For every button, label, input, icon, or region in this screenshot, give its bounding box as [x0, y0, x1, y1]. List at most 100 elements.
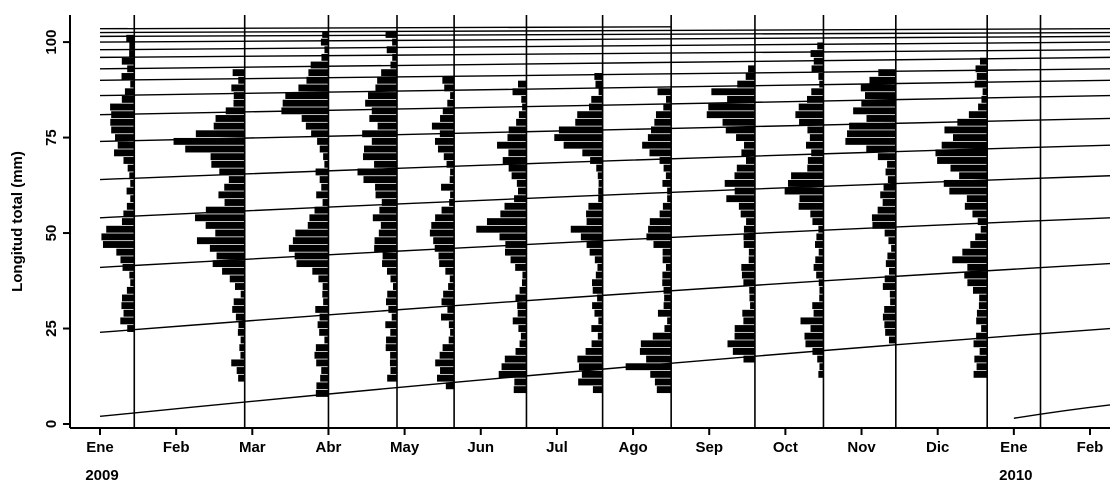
histogram-bar — [640, 340, 672, 348]
histogram-bar — [745, 73, 755, 80]
histogram-bar — [229, 275, 245, 283]
x-tick-label: Dic — [926, 439, 949, 456]
histogram-bar — [706, 111, 755, 119]
histogram-bar — [819, 286, 824, 294]
histogram-bar — [375, 84, 397, 92]
histogram-bar — [439, 260, 455, 268]
histogram-bar — [887, 160, 896, 168]
histogram-bar — [722, 118, 755, 126]
histogram-bar — [864, 92, 896, 99]
x-tick-label: Abr — [316, 439, 342, 456]
histogram-bar — [501, 363, 527, 371]
histogram-bar — [435, 214, 455, 222]
histogram-bar — [101, 233, 135, 241]
histogram-bar — [507, 134, 527, 142]
histogram-bar — [126, 286, 135, 294]
histogram-bar — [319, 145, 329, 153]
histogram-bar — [784, 187, 824, 195]
histogram-bar — [791, 172, 824, 180]
histogram-bar — [321, 367, 329, 374]
histogram-bar — [818, 279, 824, 287]
histogram-bar — [314, 206, 329, 214]
histogram-bar — [711, 88, 755, 96]
histogram-bar — [592, 302, 603, 310]
histogram-bar — [708, 103, 755, 111]
histogram-bar — [363, 176, 397, 184]
histogram-bar — [734, 332, 755, 340]
histogram-bar — [110, 103, 135, 111]
histogram-bar — [853, 107, 896, 115]
histogram-bar — [663, 103, 672, 111]
histogram-bar — [431, 221, 455, 229]
histogram-bar — [445, 382, 455, 390]
histogram-bar — [812, 302, 824, 310]
histogram-bar — [970, 241, 988, 248]
histogram-bar — [296, 260, 329, 268]
histogram-bar — [665, 263, 672, 271]
histogram-bar — [126, 34, 135, 42]
histogram-bar — [298, 84, 329, 92]
histogram-bar — [589, 248, 603, 256]
histogram-bar — [806, 95, 824, 103]
histogram-bar — [655, 111, 672, 119]
histogram-bar — [964, 202, 988, 210]
histogram-bar — [586, 210, 603, 218]
histogram-bar — [231, 359, 245, 367]
x-tick-label: Nov — [847, 439, 876, 456]
y-tick-label: 75 — [43, 129, 60, 146]
histogram-bar — [379, 206, 397, 214]
histogram-bar — [804, 332, 824, 340]
histogram-bar — [443, 290, 455, 298]
histogram-bar — [102, 241, 135, 248]
histogram-bar — [667, 317, 672, 325]
histogram-bar — [195, 214, 245, 222]
histogram-bar — [476, 225, 527, 233]
histogram-bar — [126, 202, 135, 210]
growth-curve — [99, 217, 1111, 269]
histogram-bar — [980, 225, 988, 233]
histogram-bar — [231, 84, 245, 92]
histogram-bar — [847, 130, 896, 138]
histogram-bar — [973, 340, 988, 348]
growth-curve — [99, 28, 1111, 34]
histogram-bar — [116, 248, 135, 256]
histogram-bar — [117, 141, 135, 149]
histogram-bar — [647, 134, 672, 142]
histogram-bar — [450, 168, 455, 176]
histogram-bar — [210, 153, 245, 161]
histogram-bar — [744, 141, 755, 149]
histogram-bar — [508, 149, 527, 157]
growth-curve — [99, 26, 672, 30]
histogram-bar — [185, 145, 245, 153]
histogram-bar — [882, 283, 896, 290]
histogram-bar — [598, 317, 603, 325]
histogram-bar — [743, 225, 755, 233]
histogram-bar — [887, 176, 896, 184]
histogram-bar — [977, 218, 988, 226]
histogram-bar — [315, 344, 329, 352]
histogram-bar — [741, 271, 755, 279]
histogram-bar — [818, 225, 824, 233]
histogram-bar — [446, 160, 455, 168]
histogram-bar — [818, 248, 824, 256]
x-tick-label: Sep — [695, 439, 723, 456]
histogram-bar — [362, 130, 397, 138]
histogram-bar — [654, 378, 672, 386]
histogram-bar — [590, 157, 603, 164]
histogram-bar — [130, 195, 135, 203]
histogram-bar — [308, 69, 329, 77]
histogram-bar — [981, 325, 988, 332]
histogram-bar — [877, 206, 896, 214]
y-tick-label: 25 — [43, 320, 60, 337]
histogram-bar — [240, 290, 245, 298]
histogram-bar — [123, 210, 135, 218]
histogram-bar — [375, 191, 397, 199]
histogram-bar — [516, 118, 527, 126]
histogram-bar — [374, 160, 397, 168]
histogram-bar — [322, 199, 329, 206]
histogram-bar — [577, 111, 603, 119]
histogram-bar — [976, 317, 988, 325]
histogram-bar — [322, 283, 329, 290]
histogram-bar — [486, 218, 527, 226]
histogram-bar — [369, 115, 397, 122]
